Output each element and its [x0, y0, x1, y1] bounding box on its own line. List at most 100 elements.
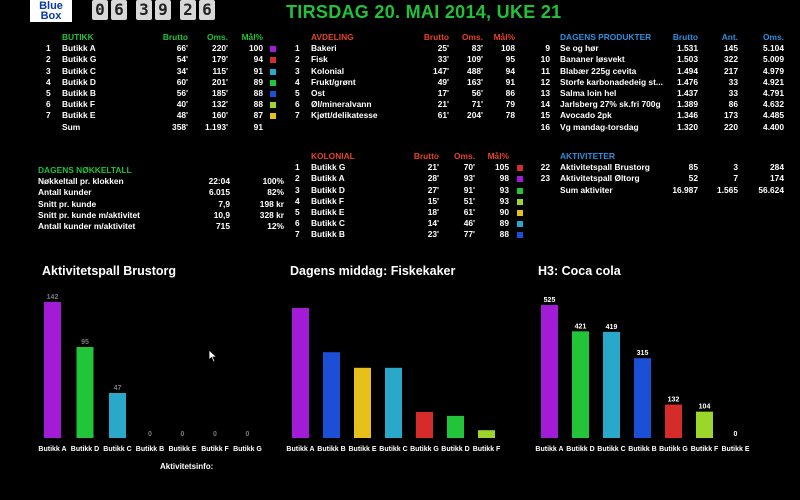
col-header-name: AVDELING	[311, 32, 354, 42]
brutto-value: 66'	[176, 43, 188, 54]
brutto-value: 1.320	[677, 121, 698, 132]
mal-value: 100	[249, 43, 263, 54]
color-square-icon	[517, 198, 523, 205]
kolonial-table: KOLONIAL Brutto Oms. Mål% 1 Butikk G 21' 70…	[295, 151, 535, 241]
value-label: 315	[637, 350, 649, 357]
brutto-value: 1.346	[677, 110, 698, 121]
row-number: 2	[46, 54, 51, 65]
table-row: 15 Avocado 2pk 1.346 173 4.485	[538, 110, 788, 121]
table-row: 10 Bananer løsvekt 1.503 322 5.009	[538, 54, 788, 65]
brutto-value: 147'	[433, 65, 449, 76]
section-header: AKTIVITETER	[560, 151, 615, 161]
brutto-value: 34'	[176, 65, 188, 76]
store-name: Butikk C	[311, 218, 345, 229]
table-header-row: AVDELING Brutto Oms. Mål%	[295, 32, 525, 43]
oms-value: 71'	[471, 99, 483, 110]
category-label: Butikk D	[441, 446, 469, 453]
color-square-icon	[517, 221, 523, 228]
table-row: 3 Butikk D 27' 91' 93	[295, 185, 535, 196]
mal-value: 94	[253, 54, 263, 65]
ant-value: 86	[728, 99, 738, 110]
row-number: 6	[295, 99, 300, 110]
oms-value: 109'	[467, 54, 483, 65]
kpi-label: Nøkkeltall pr. klokken	[38, 176, 124, 187]
row-number: 5	[46, 87, 51, 98]
bar-2-1	[323, 352, 340, 438]
mal-value: 86	[505, 87, 515, 98]
value-label: 525	[544, 297, 556, 304]
table-row: Antall kunder 6.015 82%	[38, 187, 288, 198]
bar-3-4	[665, 404, 682, 438]
row-number: 16	[540, 121, 550, 132]
row-number: 5	[295, 206, 300, 217]
table-row: 22 Aktivitetspall Brustorg 85 3 284	[538, 162, 788, 173]
sum-brutto: 16.987	[672, 184, 698, 195]
oms-value: 185'	[212, 87, 228, 98]
kpi-value: 10,9	[213, 209, 230, 220]
row-number: 7	[46, 110, 51, 121]
category-label: Butikk D	[566, 446, 594, 453]
oms-value: 488'	[467, 65, 483, 76]
table-row: 1 Bakeri 25' 83' 108	[295, 43, 525, 54]
mal-value: 91	[505, 76, 515, 87]
table-row: 11 Blabær 225g cevita 1.494 217 4.979	[538, 66, 788, 77]
brutto-value: 60'	[176, 76, 188, 87]
kpi-label: Snitt pr. kunde m/aktivitet	[38, 209, 140, 220]
col-header-name: KOLONIAL	[311, 151, 355, 161]
mal-value: 98	[499, 173, 509, 184]
table-row: 12 Storfe karbonadedeig st... 1.476 33 4.921	[538, 77, 788, 88]
col-header-oms: Oms.	[462, 32, 483, 42]
kpi-percent: 82%	[267, 187, 284, 198]
oms-value: 70'	[463, 162, 475, 173]
store-name: Butikk A	[62, 43, 96, 54]
color-square-icon	[270, 46, 276, 53]
table-row: 7 Kjøtt/delikatesse 61' 204' 78	[295, 110, 525, 121]
sum-ant: 1.565	[717, 184, 738, 195]
oms-value: 46'	[463, 218, 475, 229]
color-square-icon	[517, 187, 523, 194]
chart-title-1: Aktivitetspall Brustorg	[42, 264, 177, 278]
store-name: Butikk A	[311, 173, 345, 184]
table-row: 1 Butikk A 66' 220' 100	[38, 43, 278, 54]
col-header-name: BUTIKK	[62, 32, 94, 42]
category-label: Butikk C	[597, 446, 625, 453]
brutto-value: 1.494	[677, 65, 698, 76]
product-name: Blabær 225g cevita	[560, 65, 637, 76]
table-row: 16 Vg mandag-torsdag 1.320 220 4.400	[538, 122, 788, 133]
brutto-value: 1.437	[677, 87, 698, 98]
value-label: 0	[734, 431, 738, 438]
aktiviteter-table: AKTIVITETER 22 Aktivitetspall Brustorg 85 3…	[538, 151, 788, 196]
department-name: Kjøtt/delikatesse	[311, 110, 378, 121]
chart-title-2: Dagens middag: Fiskekaker	[290, 264, 456, 278]
category-label: Butikk A	[38, 446, 66, 453]
category-label: Butikk E	[721, 446, 749, 453]
oms-value: 220'	[212, 43, 228, 54]
brutto-value: 25'	[437, 43, 449, 54]
bar-2-4	[416, 412, 433, 438]
mal-value: 89	[499, 218, 509, 229]
row-number: 6	[295, 218, 300, 229]
mal-value: 93	[499, 184, 509, 195]
category-label: Butikk F	[473, 446, 501, 453]
table-row: 5 Butikk E 18' 61' 90	[295, 207, 535, 218]
bar-1-1	[76, 347, 94, 438]
mal-value: 89	[253, 76, 263, 87]
oms-value: 4.485	[763, 110, 784, 121]
color-square-icon	[270, 113, 276, 120]
value-label: 421	[575, 323, 587, 330]
bar-3-1	[572, 331, 589, 438]
value-label: 0	[181, 431, 185, 438]
kpi-percent: 12%	[267, 220, 284, 231]
oms-value: 201'	[212, 76, 228, 87]
color-square-icon	[270, 57, 276, 64]
value-label: 104	[699, 404, 711, 411]
mal-value: 94	[505, 65, 515, 76]
brutto-value: 54'	[176, 54, 188, 65]
brutto-value: 48'	[176, 110, 188, 121]
clock-digit: 0	[92, 0, 108, 20]
logo-line2: Box	[40, 10, 62, 22]
row-number: 11	[541, 65, 550, 76]
product-name: Se og hør	[560, 43, 599, 54]
col-header-name: DAGENS PRODUKTER	[560, 32, 652, 42]
